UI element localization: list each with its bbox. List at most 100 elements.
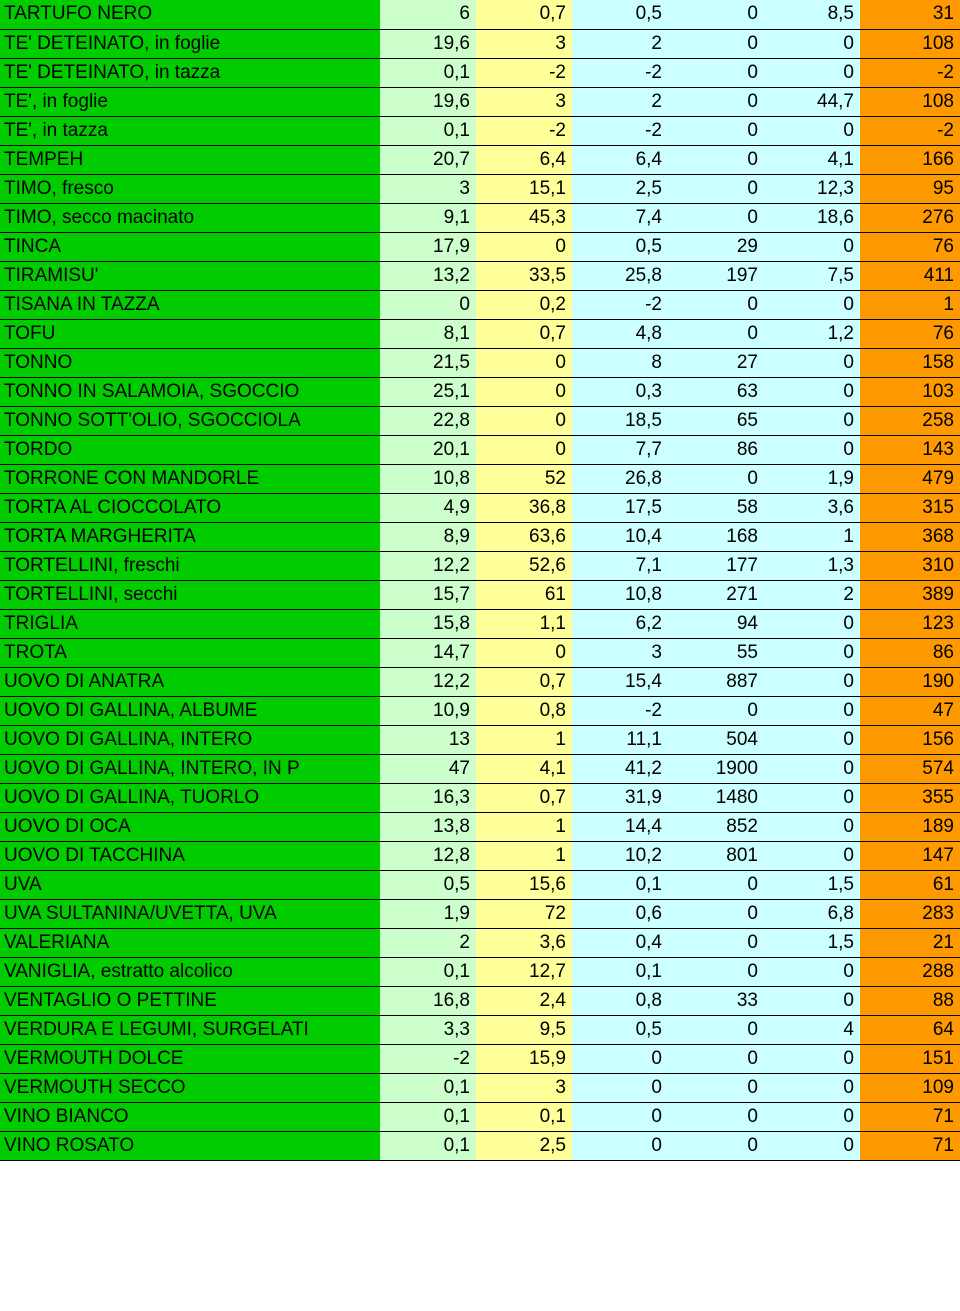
value-cell: 3 xyxy=(476,87,572,116)
value-cell: 4,9 xyxy=(380,493,476,522)
food-name-cell: TIMO, fresco xyxy=(0,174,380,203)
value-cell: 0,5 xyxy=(572,232,668,261)
table-row: TORTA AL CIOCCOLATO4,936,817,5583,6315 xyxy=(0,493,960,522)
value-cell: 27 xyxy=(668,348,764,377)
value-cell: 0,4 xyxy=(572,928,668,957)
value-cell: 0,5 xyxy=(572,0,668,29)
value-cell: 12,8 xyxy=(380,841,476,870)
value-cell: 103 xyxy=(860,377,960,406)
value-cell: 8,1 xyxy=(380,319,476,348)
value-cell: 0,6 xyxy=(572,899,668,928)
value-cell: 1,1 xyxy=(476,609,572,638)
value-cell: 47 xyxy=(380,754,476,783)
table-row: UOVO DI OCA13,8114,48520189 xyxy=(0,812,960,841)
value-cell: 1 xyxy=(476,841,572,870)
food-name-cell: VENTAGLIO O PETTINE xyxy=(0,986,380,1015)
value-cell: 0 xyxy=(668,870,764,899)
value-cell: 7,7 xyxy=(572,435,668,464)
food-name-cell: UOVO DI GALLINA, INTERO xyxy=(0,725,380,754)
value-cell: 315 xyxy=(860,493,960,522)
value-cell: 0,1 xyxy=(476,1102,572,1131)
value-cell: 0 xyxy=(764,348,860,377)
value-cell: 71 xyxy=(860,1131,960,1160)
value-cell: 3 xyxy=(380,174,476,203)
value-cell: 0 xyxy=(764,1102,860,1131)
food-name-cell: TONNO IN SALAMOIA, SGOCCIO xyxy=(0,377,380,406)
value-cell: 0 xyxy=(764,29,860,58)
value-cell: 0 xyxy=(764,841,860,870)
value-cell: 166 xyxy=(860,145,960,174)
value-cell: 55 xyxy=(668,638,764,667)
table-row: TORTA MARGHERITA8,963,610,41681368 xyxy=(0,522,960,551)
value-cell: 0 xyxy=(572,1073,668,1102)
table-row: TROTA14,70355086 xyxy=(0,638,960,667)
value-cell: 411 xyxy=(860,261,960,290)
value-cell: 189 xyxy=(860,812,960,841)
value-cell: 6,2 xyxy=(572,609,668,638)
value-cell: 86 xyxy=(860,638,960,667)
value-cell: 0 xyxy=(764,696,860,725)
value-cell: 76 xyxy=(860,319,960,348)
value-cell: 0 xyxy=(572,1044,668,1073)
value-cell: 9,5 xyxy=(476,1015,572,1044)
value-cell: 0,7 xyxy=(476,319,572,348)
food-name-cell: UOVO DI TACCHINA xyxy=(0,841,380,870)
value-cell: 0,7 xyxy=(476,0,572,29)
value-cell: 33,5 xyxy=(476,261,572,290)
value-cell: 72 xyxy=(476,899,572,928)
value-cell: 33 xyxy=(668,986,764,1015)
value-cell: 0 xyxy=(764,116,860,145)
value-cell: -2 xyxy=(860,58,960,87)
value-cell: 25,8 xyxy=(572,261,668,290)
value-cell: 7,5 xyxy=(764,261,860,290)
value-cell: 15,8 xyxy=(380,609,476,638)
value-cell: 61 xyxy=(860,870,960,899)
value-cell: 288 xyxy=(860,957,960,986)
value-cell: 3 xyxy=(476,29,572,58)
value-cell: 574 xyxy=(860,754,960,783)
value-cell: 0 xyxy=(764,725,860,754)
value-cell: 2 xyxy=(572,29,668,58)
food-name-cell: TINCA xyxy=(0,232,380,261)
value-cell: 0 xyxy=(476,232,572,261)
value-cell: 0 xyxy=(764,812,860,841)
table-row: VERMOUTH SECCO0,13000109 xyxy=(0,1073,960,1102)
value-cell: 17,9 xyxy=(380,232,476,261)
value-cell: 0 xyxy=(572,1102,668,1131)
value-cell: 3,6 xyxy=(764,493,860,522)
value-cell: 0,3 xyxy=(572,377,668,406)
table-row: VERMOUTH DOLCE-215,9000151 xyxy=(0,1044,960,1073)
value-cell: 11,1 xyxy=(572,725,668,754)
value-cell: 1 xyxy=(476,725,572,754)
value-cell: 368 xyxy=(860,522,960,551)
value-cell: 8,5 xyxy=(764,0,860,29)
food-name-cell: UVA xyxy=(0,870,380,899)
table-row: TE' DETEINATO, in foglie19,63200108 xyxy=(0,29,960,58)
value-cell: 2 xyxy=(572,87,668,116)
value-cell: 0 xyxy=(764,290,860,319)
table-row: TIRAMISU'13,233,525,81977,5411 xyxy=(0,261,960,290)
value-cell: 6,4 xyxy=(572,145,668,174)
food-name-cell: UVA SULTANINA/UVETTA, UVA xyxy=(0,899,380,928)
value-cell: 1,5 xyxy=(764,928,860,957)
value-cell: 21 xyxy=(860,928,960,957)
table-row: TIMO, secco macinato9,145,37,4018,6276 xyxy=(0,203,960,232)
value-cell: 0 xyxy=(764,406,860,435)
value-cell: 12,3 xyxy=(764,174,860,203)
value-cell: 2,4 xyxy=(476,986,572,1015)
value-cell: 44,7 xyxy=(764,87,860,116)
value-cell: 10,4 xyxy=(572,522,668,551)
value-cell: 0 xyxy=(764,435,860,464)
value-cell: 0,1 xyxy=(380,1102,476,1131)
food-name-cell: VINO ROSATO xyxy=(0,1131,380,1160)
value-cell: 16,3 xyxy=(380,783,476,812)
value-cell: 2 xyxy=(380,928,476,957)
value-cell: 45,3 xyxy=(476,203,572,232)
value-cell: 0 xyxy=(668,58,764,87)
value-cell: 0,7 xyxy=(476,783,572,812)
value-cell: 4,1 xyxy=(476,754,572,783)
value-cell: 19,6 xyxy=(380,87,476,116)
value-cell: 0 xyxy=(380,290,476,319)
food-name-cell: TRIGLIA xyxy=(0,609,380,638)
value-cell: 3,3 xyxy=(380,1015,476,1044)
